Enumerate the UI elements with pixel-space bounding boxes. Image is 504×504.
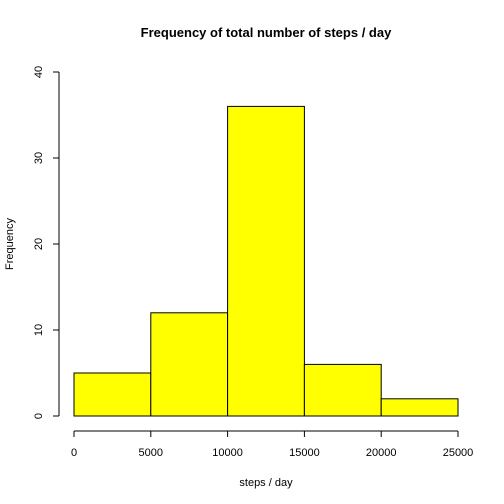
x-tick-label: 0 — [71, 447, 77, 459]
x-axis: 0 5000 10000 15000 20000 25000 — [71, 430, 474, 459]
chart-title: Frequency of total number of steps / day — [141, 25, 392, 40]
bars-layer — [73, 105, 459, 417]
histogram-bar-4 — [380, 398, 459, 417]
histogram-bar-2 — [227, 105, 305, 417]
y-axis-label: Frequency — [4, 218, 16, 270]
x-tick-label: 5000 — [139, 447, 163, 459]
histogram-bar-1 — [150, 312, 229, 417]
x-tick-label: 20000 — [366, 447, 397, 459]
y-tick-label: 20 — [33, 238, 45, 250]
y-tick-label: 0 — [33, 413, 45, 419]
y-tick-label: 30 — [33, 152, 45, 164]
x-axis-label: steps / day — [239, 477, 293, 489]
x-tick-label: 25000 — [443, 447, 474, 459]
x-tick-label: 10000 — [212, 447, 243, 459]
y-axis: 0 10 20 30 40 — [33, 66, 60, 419]
histogram-bar-0 — [73, 372, 152, 417]
y-tick-label: 10 — [33, 324, 45, 336]
x-tick-label: 15000 — [289, 447, 320, 459]
y-tick-label: 40 — [33, 66, 45, 78]
histogram-bar-3 — [303, 363, 382, 417]
